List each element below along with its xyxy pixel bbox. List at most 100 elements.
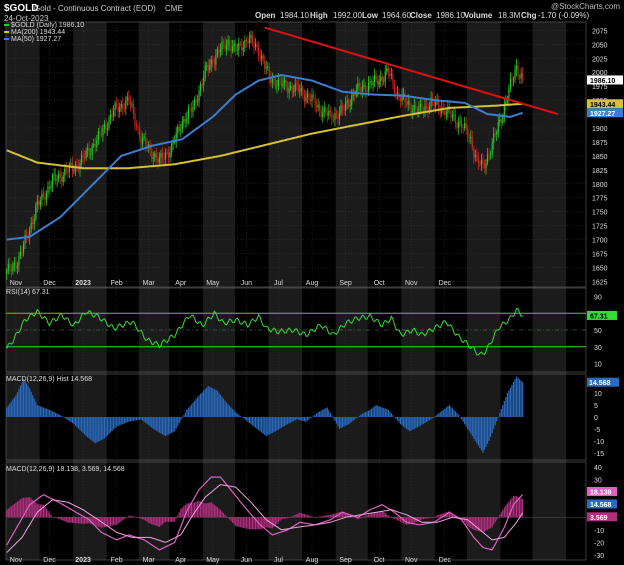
hist-bar: [372, 407, 374, 417]
hist-bar: [146, 417, 148, 425]
hist-bar: [314, 414, 316, 417]
macd-hist-bar: [256, 517, 258, 530]
candle-body: [53, 174, 55, 176]
candle-body: [375, 75, 377, 80]
candle-body: [410, 105, 412, 114]
candle-body: [22, 243, 25, 253]
hist-bar: [306, 417, 309, 421]
hist-bar: [216, 390, 218, 417]
hist-bar: [287, 417, 289, 425]
macd-hist-bar: [457, 516, 460, 518]
hist-bar: [251, 417, 254, 426]
hist-bar: [114, 417, 116, 429]
candle-body: [363, 84, 365, 87]
hist-bar: [181, 417, 183, 418]
high-value: 1992.00: [333, 11, 362, 20]
macd-hist-bar: [36, 504, 38, 518]
candle-body: [242, 47, 244, 51]
macd-hist-bar: [62, 517, 64, 521]
hist-bar: [305, 417, 307, 422]
macd-last-value-label: 14.568: [590, 502, 612, 509]
macd-hist-bar: [15, 502, 17, 518]
macd-hist-bar: [412, 517, 414, 524]
price-x-tick-label: Dec: [439, 280, 452, 287]
hist-bar: [407, 417, 409, 431]
macd-x-tick-label: 2023: [75, 557, 91, 564]
candle-body: [151, 149, 153, 160]
candle-body: [157, 158, 159, 163]
macd-hist-bar: [399, 517, 402, 522]
candle-body: [187, 108, 189, 118]
hist-bar: [229, 405, 231, 417]
hist-bar: [438, 413, 440, 417]
candle-body: [19, 251, 22, 256]
hist-bar: [210, 387, 212, 417]
hist-bar: [377, 405, 379, 417]
candle-body: [103, 124, 106, 129]
macd-hist-bar: [297, 513, 299, 518]
hist-bar: [207, 385, 209, 417]
hist-bar: [261, 417, 263, 433]
hist-bar: [183, 415, 185, 417]
hist-tick-label: -5: [594, 427, 600, 434]
candle-body: [105, 124, 107, 130]
rsi-tick-label: 90: [594, 294, 602, 301]
candle-body: [24, 234, 26, 244]
hist-bar: [387, 409, 389, 417]
candle-body: [396, 92, 399, 94]
macd-hist-bar: [216, 507, 218, 518]
candle-body: [435, 101, 437, 106]
candle-body: [380, 76, 382, 81]
macd-hist-bar: [367, 514, 370, 518]
hist-bar: [346, 417, 348, 425]
macd-hist-bar: [497, 517, 499, 518]
macd-hist-bar: [232, 517, 234, 523]
price-tick-label: 1900: [592, 126, 608, 133]
macd-hist-bar: [293, 515, 295, 518]
hist-bar: [184, 412, 186, 417]
candle-body: [462, 127, 464, 129]
candle-body: [354, 93, 356, 96]
candle-body: [154, 153, 156, 158]
macd-hist-bar: [352, 517, 354, 518]
macd-hist-bar: [183, 506, 185, 518]
macd-hist-bar: [48, 512, 51, 518]
ma200-line: [6, 102, 523, 170]
macd-hist-bar: [514, 496, 516, 518]
macd-hist-bar: [225, 516, 228, 518]
macd-hist-bar: [128, 515, 130, 518]
hist-bar: [360, 414, 362, 417]
candle-body: [285, 80, 287, 88]
macd-hist-bar: [74, 517, 77, 524]
candle-body: [343, 109, 345, 111]
price-tick-label: 2025: [592, 56, 608, 63]
hist-bar: [186, 409, 188, 417]
rsi-tick-label: 30: [594, 345, 602, 352]
hist-bar: [222, 398, 225, 417]
hist-bar: [116, 417, 118, 427]
macd-hist-bar: [334, 513, 336, 518]
candle-body: [325, 107, 327, 113]
candle-body: [454, 114, 457, 124]
hist-bar: [94, 417, 96, 444]
macd-hist-bar: [206, 503, 208, 518]
rsi-last-value-tag: [587, 310, 617, 320]
hist-bar: [48, 409, 51, 417]
hist-bar: [105, 417, 107, 438]
candle-body: [317, 104, 319, 108]
macd-hist-bar: [24, 497, 26, 518]
macd-hist-bar: [157, 517, 159, 527]
candle-body: [485, 162, 487, 169]
hist-bar: [283, 417, 286, 426]
candle-body: [506, 100, 508, 102]
hist-bar: [435, 415, 437, 417]
macd-hist-bar: [436, 515, 438, 518]
macd-hist-bar: [308, 515, 310, 518]
hist-bar: [322, 409, 324, 417]
hist-bar: [406, 417, 408, 429]
candle-body: [474, 155, 476, 157]
candle-body: [175, 132, 177, 142]
candle-body: [221, 41, 223, 50]
macd-hist-bar: [291, 516, 293, 518]
candle-body: [166, 152, 168, 154]
